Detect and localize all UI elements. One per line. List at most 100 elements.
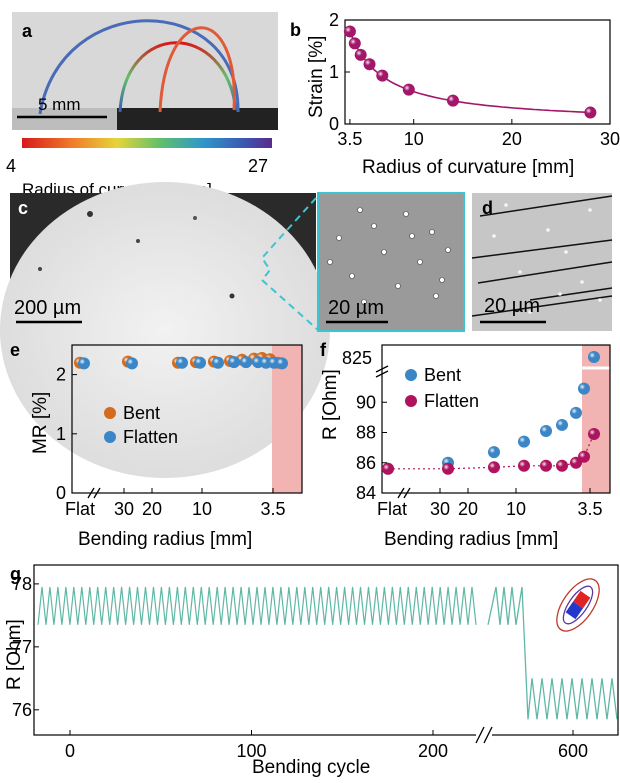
- legend-marker-flatten-f: [405, 395, 417, 407]
- scale-bar-d-label: 20 µm: [484, 295, 540, 317]
- colorbar-min: 4: [6, 156, 16, 176]
- y-tick-label-g: 77: [12, 637, 32, 657]
- shaded-region-e: [272, 345, 302, 493]
- flatten-point-e-highlight: [212, 356, 224, 369]
- x-tick-label-f: 3.5: [577, 499, 602, 519]
- x-tick-label-g: 100: [236, 741, 266, 761]
- panel-label-c: c: [18, 198, 28, 218]
- legend-marker-bent-f: [405, 369, 417, 381]
- particle: [445, 247, 451, 253]
- panel-d: d 20 µm: [471, 193, 613, 331]
- magnet-north: [573, 590, 591, 609]
- strain-point-highlight: [348, 37, 361, 50]
- flatten-point-f-highlight: [588, 428, 600, 441]
- flatten-point-f-highlight: [382, 462, 394, 475]
- panel-a: a 5 mm 4 27 Radius of curvature [mm]: [6, 12, 278, 199]
- x-axis-label-b: Radius of curvature [mm]: [362, 157, 574, 178]
- cycling-signal-sparse: [487, 586, 618, 720]
- plot-frame-g: [33, 564, 619, 736]
- axis-break-g: [483, 726, 493, 744]
- plot-frame-f: [381, 344, 611, 494]
- panel-label-f: f: [320, 340, 327, 360]
- particle: [588, 208, 592, 212]
- panel-e: e Flat 30 20 10 3.5 0 1 2 Bent Flatten MR [%] B…: [10, 340, 303, 550]
- particle: [518, 270, 522, 274]
- x-tick-label-b: 10: [404, 129, 424, 149]
- flatten-point-e-highlight: [240, 356, 252, 369]
- x-tick-label-e: 10: [192, 499, 212, 519]
- y-tick-label-b: 1: [329, 62, 339, 82]
- particle: [417, 259, 423, 265]
- particle: [528, 310, 532, 314]
- particle: [87, 211, 93, 217]
- bent-strip-large: [38, 19, 240, 115]
- axis-break-f: [375, 370, 389, 378]
- x-tick-label-b: 30: [600, 129, 620, 149]
- particle: [327, 259, 333, 265]
- axis-break-g: [475, 726, 485, 744]
- cycling-signal-dense: [37, 586, 477, 625]
- particle: [381, 249, 387, 255]
- x-tick-label-g: 0: [65, 741, 75, 761]
- panel-label-b: b: [290, 20, 301, 40]
- scale-bar-c-right-label: 20 µm: [328, 297, 384, 319]
- photo-a-light-edge: [12, 108, 117, 130]
- particle: [349, 273, 355, 279]
- crack: [471, 295, 613, 317]
- particle: [193, 216, 197, 220]
- particle: [439, 277, 445, 283]
- panel-c: c 200 µm 20 µm: [0, 182, 465, 478]
- particle: [403, 211, 409, 217]
- bent-point-f-highlight: [488, 446, 500, 459]
- x-tick-label-b: 3.5: [337, 129, 362, 149]
- particle: [433, 293, 439, 299]
- y-tick-label-f: 88: [356, 423, 376, 443]
- panel-label-d: d: [482, 198, 493, 218]
- magnet-south: [565, 601, 583, 620]
- flatten-point-e-highlight: [194, 356, 206, 369]
- y-break-tick-f: 825: [342, 348, 372, 368]
- bent-point-f-highlight: [570, 406, 582, 419]
- micrograph-c-right: [317, 192, 465, 332]
- particle: [546, 228, 550, 232]
- bent-point-f-highlight: [556, 418, 568, 431]
- strain-point-highlight: [363, 58, 376, 71]
- y-tick-label-g: 78: [12, 574, 32, 594]
- x-tick-label-f: 30: [430, 499, 450, 519]
- scale-bar-a-label: 5 mm: [38, 95, 81, 114]
- particle: [580, 280, 584, 284]
- x-tick-label-e: Flat: [65, 499, 95, 519]
- bent-strip-small: [158, 26, 236, 113]
- panel-g: g 0 100 200 600 76 77 78 R [Ohm] Bending cycle: [4, 564, 619, 778]
- legend-label-bent-f: Bent: [424, 365, 461, 385]
- panel-label-a: a: [22, 21, 33, 41]
- crack: [479, 195, 613, 217]
- legend-marker-bent-e: [104, 407, 116, 419]
- particle: [357, 207, 363, 213]
- x-tick-label-g: 200: [418, 741, 448, 761]
- y-axis-label-f: R [Ohm]: [320, 369, 341, 440]
- y-tick-label-e: 0: [56, 483, 66, 503]
- strain-fit-line: [349, 31, 591, 114]
- axis-break-e: [87, 487, 95, 499]
- x-tick-label-f: 10: [506, 499, 526, 519]
- particle: [504, 203, 508, 207]
- micrograph-disc: [0, 182, 330, 478]
- field-line-inner: [562, 585, 594, 625]
- strain-point-highlight: [584, 106, 597, 119]
- y-tick-label-e: 2: [56, 365, 66, 385]
- field-line-outer: [556, 578, 600, 632]
- y-tick-label-f: 90: [356, 392, 376, 412]
- x-axis-label-f: Bending radius [mm]: [384, 529, 558, 550]
- flatten-point-f-highlight: [442, 462, 454, 475]
- strain-point-highlight: [446, 94, 459, 107]
- flatten-point-f-highlight: [518, 459, 530, 472]
- micrograph-d: [472, 193, 612, 331]
- strain-point-highlight: [402, 83, 415, 96]
- flatten-point-f-highlight: [540, 459, 552, 472]
- colorbar: [22, 138, 272, 148]
- particle: [598, 298, 602, 302]
- crack: [471, 239, 613, 259]
- y-tick-label-e: 1: [56, 424, 66, 444]
- zoom-indicator: [260, 197, 319, 331]
